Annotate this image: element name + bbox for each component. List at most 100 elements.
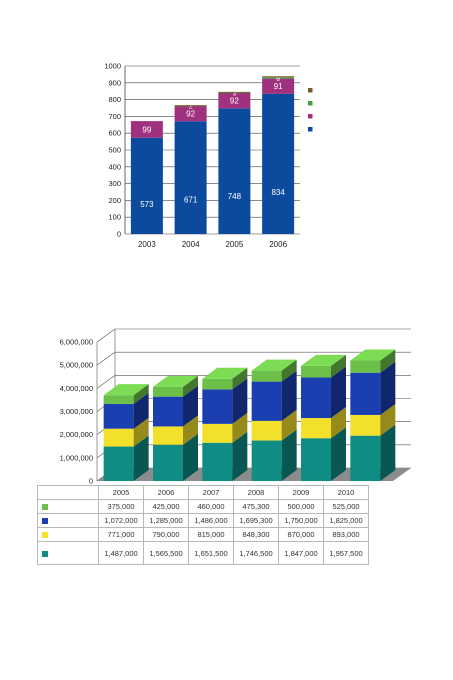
bar-segment (262, 78, 295, 94)
bar-segment (202, 378, 233, 390)
bar-segment (153, 396, 183, 427)
bar-value-label: 92 (186, 110, 195, 119)
bar-side (331, 427, 346, 481)
x-tick-label: 2006 (269, 240, 287, 249)
bar-side (281, 359, 297, 382)
bar-segment (130, 121, 163, 138)
bar-value-label: 99 (142, 125, 151, 134)
bar-top (103, 384, 149, 396)
table-row: 375,000 425,000 460,000 475,300 500,000 … (37, 499, 369, 514)
bar-side (380, 424, 396, 481)
y-tick-label: 400 (108, 162, 121, 171)
table-header-cell: 2006 (143, 485, 189, 500)
bar-segment (262, 76, 295, 78)
bar-side (133, 435, 149, 481)
table-header-cell: 2009 (278, 485, 324, 500)
bar-segment (153, 386, 183, 397)
bar-side (183, 385, 198, 427)
bar-side (183, 415, 198, 445)
bar-segment (174, 105, 207, 106)
y-tick-label: 600 (108, 129, 121, 138)
bar-segment (202, 442, 233, 481)
y-tick-label: 100 (108, 213, 121, 222)
bar-segment (130, 137, 163, 234)
gridline (96, 328, 116, 343)
bar-segment (262, 93, 295, 234)
bar-top (153, 375, 198, 387)
bar-side (281, 429, 297, 481)
bar-value-label: 91 (274, 82, 283, 91)
bar-side (133, 384, 149, 404)
gridline (96, 351, 116, 366)
table-header-cell: 2010 (323, 485, 369, 500)
table-cell: 815,000 (188, 527, 234, 542)
legend-swatch (308, 114, 313, 119)
bar-segment (218, 92, 251, 94)
table-cell: 771,000 (98, 527, 144, 542)
bar-side (331, 407, 346, 439)
table-cell: 525,000 (323, 499, 369, 514)
y-tick-label: 300 (108, 179, 121, 188)
bar-segment (153, 444, 183, 481)
table-cell: 848,300 (233, 527, 279, 542)
legend-swatch (42, 518, 48, 525)
stacked-bar-chart-2003-2006: 0 100 200 300 400 500 600 700 800 900 1000 573 99 200… (104, 62, 313, 249)
table-header-row: 2005 2006 2007 2008 2009 2010 (37, 485, 369, 500)
table-cell: 475,300 (233, 499, 279, 514)
bar-segment (218, 91, 251, 93)
bar-segment (174, 121, 207, 234)
bar-segment (350, 435, 381, 481)
legend-swatch (308, 88, 313, 93)
bar-top (251, 359, 297, 371)
bar-segment (350, 360, 381, 373)
table-cell: 460,000 (188, 499, 234, 514)
y-tick-label: 500 (108, 146, 121, 155)
table-row: 1,072,000 1,285,000 1,486,000 1,695,300 … (37, 513, 369, 528)
x-tick-label: 2005 (225, 240, 243, 249)
y-tick-label: 900 (108, 78, 121, 87)
bar-value-label: 6 (276, 76, 280, 83)
legend-swatch (308, 101, 313, 106)
bar-top (350, 349, 396, 361)
y-tick-label: 700 (108, 112, 121, 121)
y-tick-label: 2,000,000 (60, 430, 93, 439)
legend-swatch (42, 504, 48, 511)
bar-value-label: 834 (271, 188, 285, 197)
table-cell: 1,651,500 (188, 541, 234, 565)
table-corner-cell (37, 485, 99, 500)
y-tick-label: 4,000,000 (60, 384, 93, 393)
data-table: 2005 2006 2007 2008 2009 2010 375,000 42… (37, 485, 369, 565)
bar-segment (251, 381, 282, 421)
y-tick-label: 0 (89, 477, 93, 486)
x-tick-label: 2004 (182, 240, 200, 249)
table-cell: 1,285,000 (143, 513, 189, 528)
table-cell: 1,695,300 (233, 513, 279, 528)
table-cell: 893,000 (323, 527, 369, 542)
table-row: 1,487,000 1,565,500 1,651,500 1,746,500 … (37, 541, 369, 565)
bar-side (183, 433, 198, 481)
bar-segment (202, 423, 233, 443)
table-cell: 1,746,500 (233, 541, 279, 565)
table-header-cell: 2008 (233, 485, 279, 500)
y-tick-label: 5,000,000 (60, 361, 93, 370)
table-cell: 1,565,500 (143, 541, 189, 565)
bar-side (380, 403, 396, 436)
bar-segment (301, 377, 331, 419)
stacked-3d-bar-chart-2005-2010: 0 1,000,000 2,000,000 3,000,000 4,000,000 5,0… (60, 328, 411, 486)
legend-swatch (308, 127, 313, 132)
bar-side (133, 392, 149, 429)
bar-segment (174, 105, 207, 122)
table-cell: 1,957,500 (323, 541, 369, 565)
bar-segment (350, 414, 381, 436)
bar-side (380, 361, 396, 415)
bar-segment (103, 446, 134, 481)
bar-segment (301, 438, 331, 481)
bar-side (331, 366, 346, 419)
table-cell: 1,825,000 (323, 513, 369, 528)
bar-side (281, 370, 297, 421)
table-row: 771,000 790,000 815,000 848,300 870,000 … (37, 527, 369, 542)
bar-segment (202, 389, 233, 424)
bar-segment (301, 418, 331, 439)
bar-segment (301, 365, 331, 378)
bar-value-label: 2 (189, 104, 193, 111)
